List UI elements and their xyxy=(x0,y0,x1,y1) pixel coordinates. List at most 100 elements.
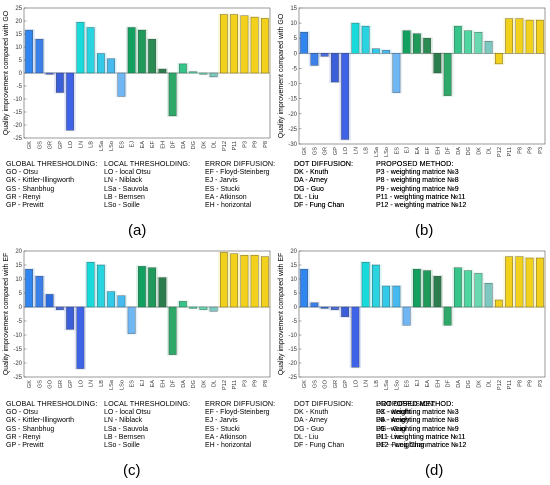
x-tick-label: DG xyxy=(191,141,197,149)
legend-item: LO - local Otsu xyxy=(104,169,151,177)
x-tick-label: EA xyxy=(415,147,421,155)
legend-column: PROPOSED METHOD: P3 - weighting matrice №… xyxy=(376,399,466,450)
bar-LN xyxy=(361,262,370,308)
bar-LN xyxy=(86,262,95,308)
legend-item: P3 - weighting matrice №3 xyxy=(376,169,459,177)
x-tick-label: GS xyxy=(312,147,318,155)
x-tick-label: ES xyxy=(405,380,411,388)
legend-item: P12 - weighting matrice №12 xyxy=(376,202,467,210)
bar-DL xyxy=(484,41,493,54)
legend-item: DF - Fung Chan xyxy=(294,202,345,210)
x-tick-label: P8 xyxy=(263,141,269,148)
y-tick-label: -15 xyxy=(288,97,297,103)
plot-frame xyxy=(298,7,546,145)
x-tick-label: P11 xyxy=(507,380,513,390)
x-tick-label: EA xyxy=(150,380,156,388)
bar-DL xyxy=(209,72,218,78)
x-tick-label: LSa xyxy=(374,146,380,157)
chart-c-svg: -25 -20 -15 -10 -5 0 5 10 15 20 GK GS GO GR GP LO LN LB LS… xyxy=(3,249,271,390)
y-tick-label: 25 xyxy=(15,6,22,12)
legend-item: P12 - weighting matrice №12 xyxy=(376,442,467,450)
legend-item: EA - Atkinson xyxy=(205,433,247,441)
y-tick-label: 20 xyxy=(290,249,297,255)
x-tick-label: GK xyxy=(302,380,308,388)
legend-column: PROPOSED METHOD: P3 - weighting matrice №… xyxy=(376,159,467,210)
x-tick-label: DK xyxy=(201,141,207,149)
bar-P3 xyxy=(536,257,544,308)
bar-LB xyxy=(361,25,370,54)
bar-GP xyxy=(56,72,64,93)
legend-item: EF - Floyd-Steinberg xyxy=(205,169,270,177)
bar-DA xyxy=(179,63,187,74)
y-tick-label: -15 xyxy=(13,110,22,116)
bar-DA xyxy=(454,267,462,308)
y-tick-label: -15 xyxy=(288,347,297,353)
x-tick-label: P12 xyxy=(497,380,503,390)
legend-item: DL - Liu xyxy=(294,193,319,201)
x-tick-label: LN xyxy=(89,380,95,387)
x-tick-label: EJ xyxy=(405,147,411,154)
legend-item: GR - Renyi xyxy=(6,193,41,201)
bar-P8 xyxy=(515,256,524,308)
legend-heading: ERROR DIFFUSION: xyxy=(205,399,276,408)
legend-item: P11 - weighting matrice №11 xyxy=(376,433,466,441)
x-tick-label: LO xyxy=(343,146,349,154)
legend-item: DG - Guo xyxy=(294,425,324,433)
legend-item: EA - Atkinson xyxy=(205,193,247,201)
bar-P12 xyxy=(495,299,503,308)
bar-P8 xyxy=(261,256,269,308)
y-tick-label: 10 xyxy=(290,21,297,27)
x-tick-label: P9 xyxy=(528,380,534,387)
bar-EA xyxy=(148,267,156,308)
bar-DL xyxy=(209,306,218,312)
plot-frame xyxy=(298,250,546,378)
legend-item: DG - Guo xyxy=(294,185,324,193)
x-tick-label: DG xyxy=(466,147,472,155)
legend-item: P9 - weighting matrice №9 xyxy=(376,425,459,433)
plot-frame xyxy=(23,250,271,378)
bar-P8 xyxy=(261,18,269,74)
x-tick-label: P11 xyxy=(232,141,238,151)
x-tick-label: DK xyxy=(476,147,482,155)
legend-item: ES - Stucki xyxy=(205,185,240,193)
bar-P11 xyxy=(230,253,238,308)
bar-GK xyxy=(300,32,308,54)
legend-item: DG - Guo xyxy=(376,425,406,433)
y-tick-label: 0 xyxy=(294,51,298,57)
bar-GS xyxy=(310,53,319,66)
x-tick-label: LB xyxy=(89,141,95,148)
y-tick-label: -10 xyxy=(13,97,22,103)
legend-item: DA - Arney xyxy=(376,417,410,425)
x-tick-label: P8 xyxy=(517,380,523,387)
x-tick-label: DL xyxy=(212,380,218,387)
bar-EJ xyxy=(138,266,146,308)
legend-column: LOCAL THRESHOLDING: LO - local Otsu LN - N… xyxy=(104,399,190,450)
x-tick-label: P9 xyxy=(253,141,259,148)
x-tick-label: GS xyxy=(37,380,43,388)
bar-LSa xyxy=(107,291,115,308)
bar-DA xyxy=(454,25,462,54)
bar-DK xyxy=(199,72,208,75)
bar-P9 xyxy=(525,257,534,308)
x-tick-label: P11 xyxy=(507,147,513,157)
x-tick-label: P12 xyxy=(222,380,228,390)
y-tick-label: -20 xyxy=(288,361,297,367)
legend-item: LB - Bernsen xyxy=(104,193,145,201)
x-tick-label: EH xyxy=(160,380,166,388)
y-tick-label: -5 xyxy=(17,319,23,325)
chart-panel-b: -30 -25 -20 -15 -10 -5 0 5 10 15 GK GS GR GP LO LN LB LSa… xyxy=(275,0,550,240)
x-tick-label: LSa xyxy=(109,379,115,390)
legend-heading: DOT DIFFUSION: xyxy=(294,159,354,168)
x-tick-label: DG xyxy=(191,380,197,388)
x-tick-label: ES xyxy=(119,141,125,149)
legend-item: DG - Guo xyxy=(294,185,324,193)
y-tick-label: -30 xyxy=(288,142,297,148)
y-axis-label: Quality improvement compared with GO xyxy=(3,10,10,135)
x-tick-label: DL xyxy=(487,380,493,387)
bar-EH xyxy=(433,276,442,308)
x-tick-label: EH xyxy=(435,147,441,155)
x-tick-label: GP xyxy=(58,141,64,149)
bar-EA xyxy=(423,270,431,308)
bar-ES xyxy=(392,53,401,93)
x-tick-label: DL xyxy=(487,147,493,154)
